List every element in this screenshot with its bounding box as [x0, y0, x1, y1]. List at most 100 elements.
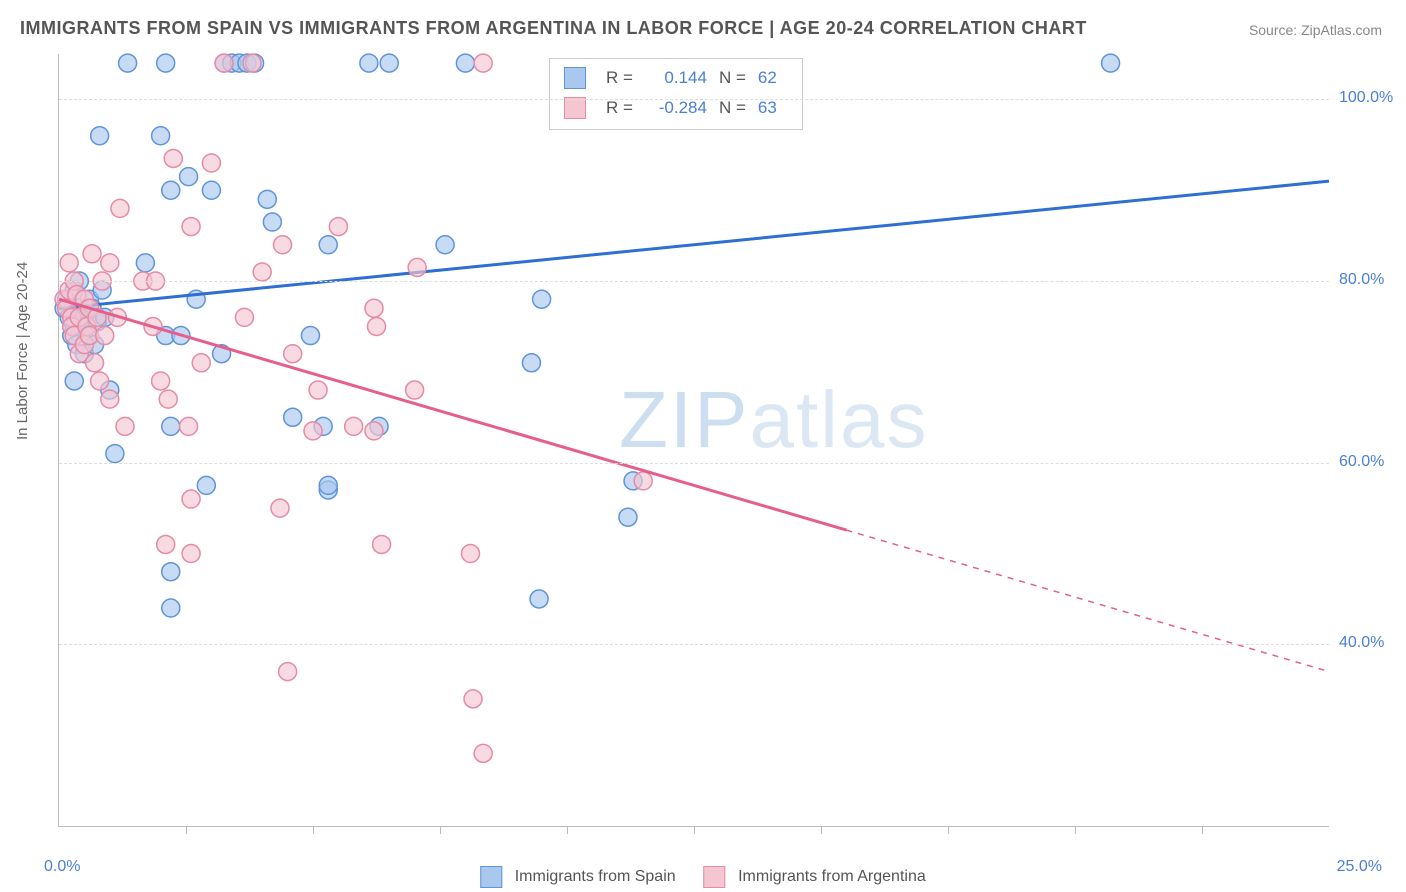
- scatter-point: [162, 417, 180, 435]
- scatter-point: [408, 258, 426, 276]
- scatter-point: [365, 422, 383, 440]
- scatter-point: [96, 327, 114, 345]
- scatter-point: [91, 127, 109, 145]
- scatter-point: [345, 417, 363, 435]
- x-tick: [567, 826, 568, 834]
- r-value-spain: 0.144: [645, 63, 707, 93]
- scatter-point: [119, 54, 137, 72]
- source-credit: Source: ZipAtlas.com: [1249, 22, 1382, 38]
- scatter-point: [253, 263, 271, 281]
- y-axis-label: In Labor Force | Age 20-24: [14, 262, 31, 440]
- scatter-point: [152, 127, 170, 145]
- scatter-point: [263, 213, 281, 231]
- scatter-point: [380, 54, 398, 72]
- legend-bottom: Immigrants from Spain Immigrants from Ar…: [480, 866, 925, 888]
- scatter-point: [474, 744, 492, 762]
- scatter-point: [202, 181, 220, 199]
- scatter-point: [164, 149, 182, 167]
- y-tick-label: 80.0%: [1339, 271, 1399, 289]
- x-tick: [821, 826, 822, 834]
- scatter-point: [461, 545, 479, 563]
- scatter-point: [159, 390, 177, 408]
- scatter-point: [157, 54, 175, 72]
- scatter-point: [634, 472, 652, 490]
- swatch-argentina-icon: [704, 866, 726, 888]
- scatter-point: [522, 354, 540, 372]
- scatter-point: [533, 290, 551, 308]
- scatter-point: [83, 245, 101, 263]
- scatter-point: [360, 54, 378, 72]
- scatter-point: [436, 236, 454, 254]
- scatter-point: [474, 54, 492, 72]
- scatter-point: [619, 508, 637, 526]
- scatter-point: [271, 499, 289, 517]
- scatter-point: [91, 372, 109, 390]
- scatter-point: [215, 54, 233, 72]
- scatter-point: [182, 218, 200, 236]
- scatter-point: [101, 254, 119, 272]
- r-value-argentina: -0.284: [645, 93, 707, 123]
- scatter-point: [279, 663, 297, 681]
- scatter-point: [464, 690, 482, 708]
- scatter-point: [284, 408, 302, 426]
- y-tick-label: 100.0%: [1339, 89, 1399, 107]
- scatter-point: [65, 372, 83, 390]
- watermark-atlas: atlas: [749, 375, 928, 464]
- scatter-point: [530, 590, 548, 608]
- scatter-point: [192, 354, 210, 372]
- legend-correlation-box: R = 0.144 N = 62 R = -0.284 N = 63: [549, 58, 803, 130]
- scatter-point: [162, 563, 180, 581]
- regression-line: [59, 299, 846, 530]
- swatch-spain: [564, 67, 586, 89]
- scatter-point: [406, 381, 424, 399]
- regression-line: [59, 181, 1329, 308]
- scatter-point: [60, 254, 78, 272]
- plot-area: ZIPatlas R = 0.144 N = 62 R = -0.284 N =…: [58, 54, 1329, 827]
- y-tick-label: 40.0%: [1339, 634, 1399, 652]
- scatter-point: [111, 199, 129, 217]
- x-tick: [948, 826, 949, 834]
- scatter-point: [284, 345, 302, 363]
- x-tick-0: 0.0%: [44, 858, 80, 876]
- scatter-point: [243, 54, 261, 72]
- legend-item-spain: Immigrants from Spain: [480, 866, 675, 888]
- scatter-point: [258, 190, 276, 208]
- scatter-point: [162, 599, 180, 617]
- scatter-point: [274, 236, 292, 254]
- gridline: [59, 463, 1329, 464]
- x-tick: [694, 826, 695, 834]
- n-label: N =: [719, 93, 746, 123]
- scatter-point: [116, 417, 134, 435]
- scatter-point: [365, 299, 383, 317]
- scatter-point: [319, 476, 337, 494]
- n-label: N =: [719, 63, 746, 93]
- scatter-point: [152, 372, 170, 390]
- scatter-point: [197, 476, 215, 494]
- scatter-point: [368, 317, 386, 335]
- swatch-spain-icon: [480, 866, 502, 888]
- regression-line-extrapolated: [846, 530, 1329, 672]
- gridline: [59, 281, 1329, 282]
- x-tick-25: 25.0%: [1337, 858, 1382, 876]
- legend-label-spain: Immigrants from Spain: [515, 868, 676, 885]
- scatter-point: [202, 154, 220, 172]
- scatter-point: [157, 535, 175, 553]
- watermark-zip: ZIP: [619, 375, 749, 464]
- scatter-point: [456, 54, 474, 72]
- scatter-point: [86, 354, 104, 372]
- scatter-point: [106, 445, 124, 463]
- gridline: [59, 644, 1329, 645]
- x-tick: [186, 826, 187, 834]
- scatter-point: [182, 490, 200, 508]
- scatter-point: [301, 327, 319, 345]
- scatter-point: [182, 545, 200, 563]
- x-tick: [1202, 826, 1203, 834]
- scatter-point: [304, 422, 322, 440]
- legend-row-argentina: R = -0.284 N = 63: [564, 93, 788, 123]
- y-tick-label: 60.0%: [1339, 453, 1399, 471]
- scatter-point: [319, 236, 337, 254]
- n-value-argentina: 63: [758, 93, 788, 123]
- legend-row-spain: R = 0.144 N = 62: [564, 63, 788, 93]
- scatter-point: [235, 308, 253, 326]
- x-tick: [313, 826, 314, 834]
